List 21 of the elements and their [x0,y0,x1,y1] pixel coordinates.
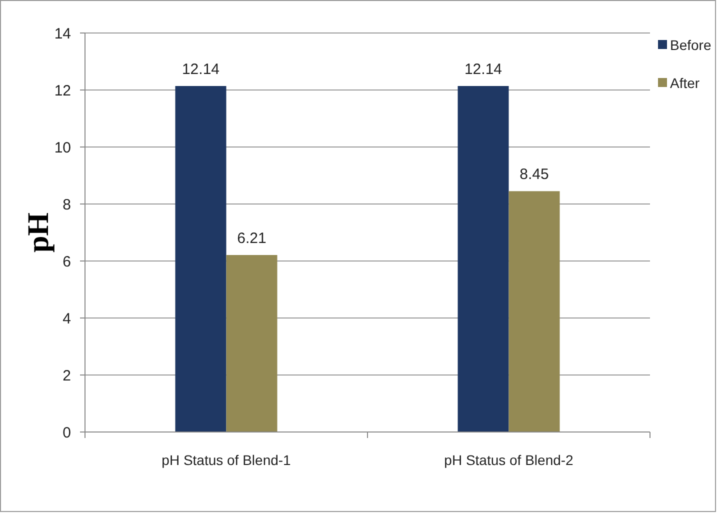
x-tick-label: pH Status of Blend-2 [444,452,574,468]
legend-label: Before [670,36,712,53]
data-label: 8.45 [520,166,549,184]
y-tick-label: 12 [54,82,71,100]
bar [458,86,509,432]
legend-label: After [670,74,700,91]
bar [508,191,560,432]
y-tick-label: 10 [54,139,71,156]
y-tick-label: 14 [54,25,71,42]
y-tick-label: 2 [62,367,71,384]
y-tick-label: 0 [62,424,71,442]
data-label: 6.21 [237,230,266,248]
bar [226,255,278,432]
y-tick-label: 8 [62,196,71,214]
y-tick-label: 6 [62,253,71,270]
data-label: 12.14 [464,61,502,78]
data-label: 12.14 [182,61,220,78]
x-tick-label: pH Status of Blend-1 [162,452,292,468]
bar [175,86,226,432]
y-tick-label: 4 [62,310,71,328]
y-axis-title: pH [22,212,55,253]
